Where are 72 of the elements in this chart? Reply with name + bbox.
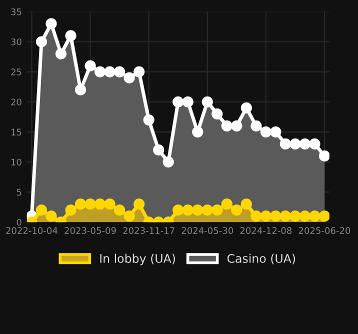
point [172,96,184,108]
point [182,204,194,216]
point [260,126,272,138]
y-tick-label: 5 [16,188,22,196]
point [309,138,320,150]
point [192,126,204,138]
point [124,72,135,84]
point [84,60,96,72]
point [240,198,252,210]
point [104,198,116,210]
point [36,36,48,48]
point [162,156,174,168]
legend-label: In lobby (UA) [100,254,175,266]
y-tick-label: 30 [11,38,22,46]
y-tick-label: 20 [11,98,22,106]
point [309,210,320,222]
x-tick-label: 2023-11-17 [123,227,174,234]
point [240,102,252,114]
point [221,198,232,210]
x-tick-label: 2025-06-20 [298,227,350,234]
point [231,120,242,132]
y-tick-label: 25 [11,68,22,76]
x-tick-label: 2024-05-30 [182,227,234,234]
point [153,144,164,156]
point [260,210,272,222]
y-tick-label: 10 [11,158,22,166]
point [65,204,76,216]
y-tick-label: 35 [11,8,22,16]
point [36,204,48,216]
point [221,120,232,132]
point [172,204,184,216]
point [202,204,213,216]
point [74,84,86,96]
point [280,210,292,222]
point [134,66,145,78]
point [231,204,242,216]
legend-label: Casino (UA) [227,254,296,264]
point [124,210,135,222]
point [299,210,311,222]
point [318,210,330,222]
point [114,204,126,216]
point [270,210,282,222]
point [182,96,194,108]
point [143,114,154,126]
y-tick-label: 0 [16,218,22,226]
point [65,30,76,42]
point [94,198,106,210]
point [212,204,223,216]
point [55,48,67,60]
point [290,138,301,150]
point [202,96,213,108]
x-tick-label: 2022-10-04 [6,227,58,234]
point [250,120,262,132]
x-tick-label: 2023-05-09 [64,227,116,234]
point [280,138,292,150]
point [74,198,86,210]
point [84,198,96,210]
point [46,210,57,222]
x-tick-label: 2024-12-08 [240,227,292,234]
point [114,66,126,78]
point [318,150,330,162]
point [212,108,223,120]
point [290,210,301,222]
point [299,138,311,150]
point [134,198,145,210]
point [104,66,116,78]
point [46,18,57,30]
point [270,126,282,138]
point [192,204,204,216]
point [250,210,262,222]
point [94,66,106,78]
y-tick-label: 15 [11,128,22,136]
